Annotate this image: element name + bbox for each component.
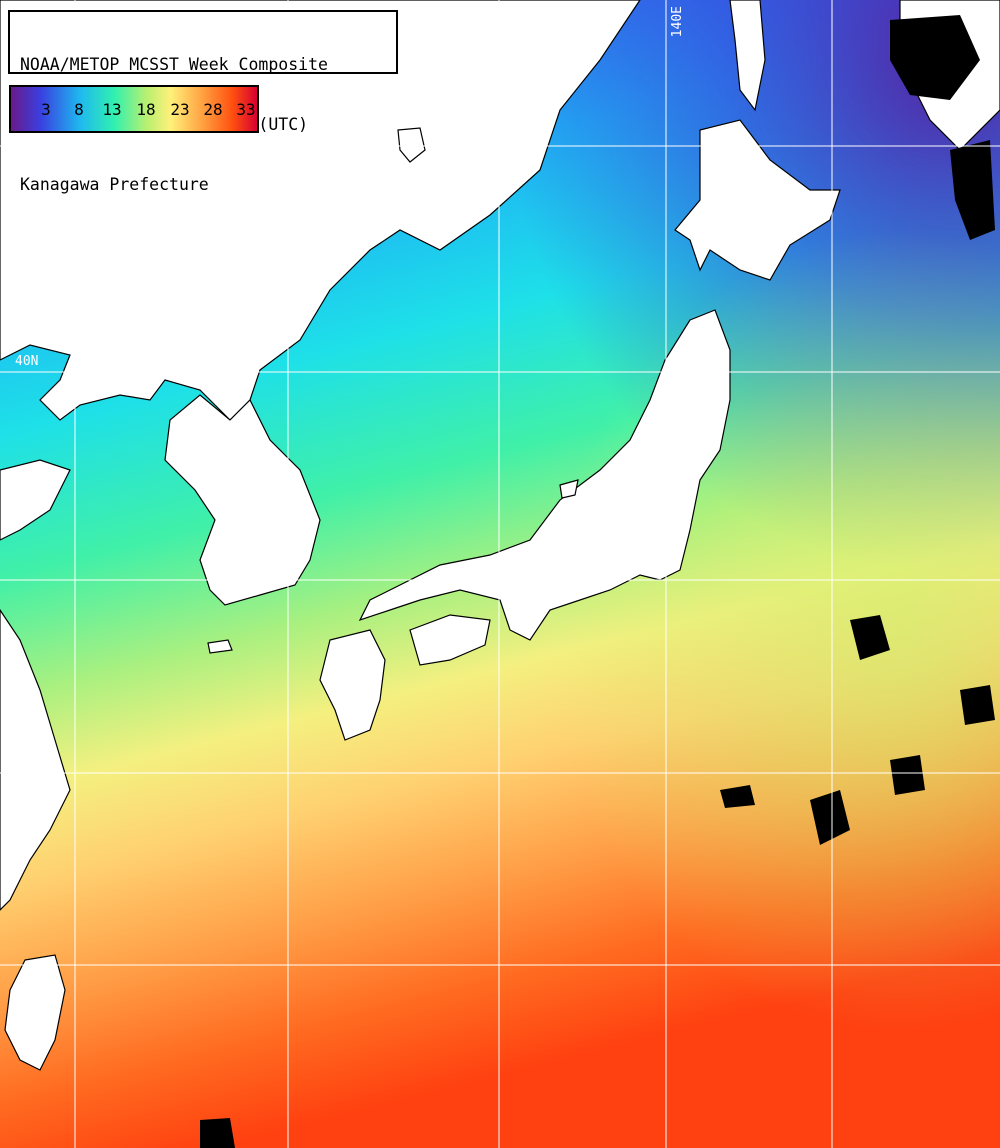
legend-tick: 33	[236, 100, 256, 119]
legend-tick: 3	[41, 100, 51, 119]
title-region: Kanagawa Prefecture	[20, 175, 209, 194]
color-legend: 3 8 13 18 23 28 33	[9, 85, 259, 133]
sakhalin	[729, 0, 766, 112]
longitude-label: 140E	[670, 6, 685, 38]
honshu	[358, 309, 731, 641]
latitude-label: 40N	[15, 354, 39, 369]
shikoku	[409, 614, 491, 666]
korean-peninsula	[164, 394, 321, 606]
legend-tick: 28	[203, 100, 223, 119]
legend-tick: 23	[170, 100, 190, 119]
hokkaido	[674, 119, 841, 281]
cloud-patches	[200, 15, 995, 1148]
kyushu	[319, 629, 386, 741]
sado-island	[559, 479, 579, 499]
legend-tick: 8	[74, 100, 84, 119]
oki-island	[397, 127, 426, 163]
title-box: NOAA/METOP MCSST Week Composite 2025/04/…	[8, 10, 398, 194]
cloud-patch	[890, 15, 980, 100]
china-coast-north	[0, 459, 71, 541]
taiwan	[4, 954, 66, 1071]
china-coast-south	[0, 608, 71, 911]
tsushima-island	[207, 639, 233, 654]
cloud-patch	[720, 785, 755, 808]
legend-tick: 13	[102, 100, 122, 119]
cloud-patch	[960, 685, 995, 725]
legend-tick: 18	[136, 100, 156, 119]
cloud-patch	[810, 790, 850, 845]
cloud-patch	[890, 755, 925, 795]
cloud-patch	[950, 140, 995, 240]
cloud-patch	[850, 615, 890, 660]
cloud-patch	[200, 1118, 235, 1148]
title-product: NOAA/METOP MCSST Week Composite	[20, 55, 328, 74]
legend-colorbar	[11, 87, 257, 131]
